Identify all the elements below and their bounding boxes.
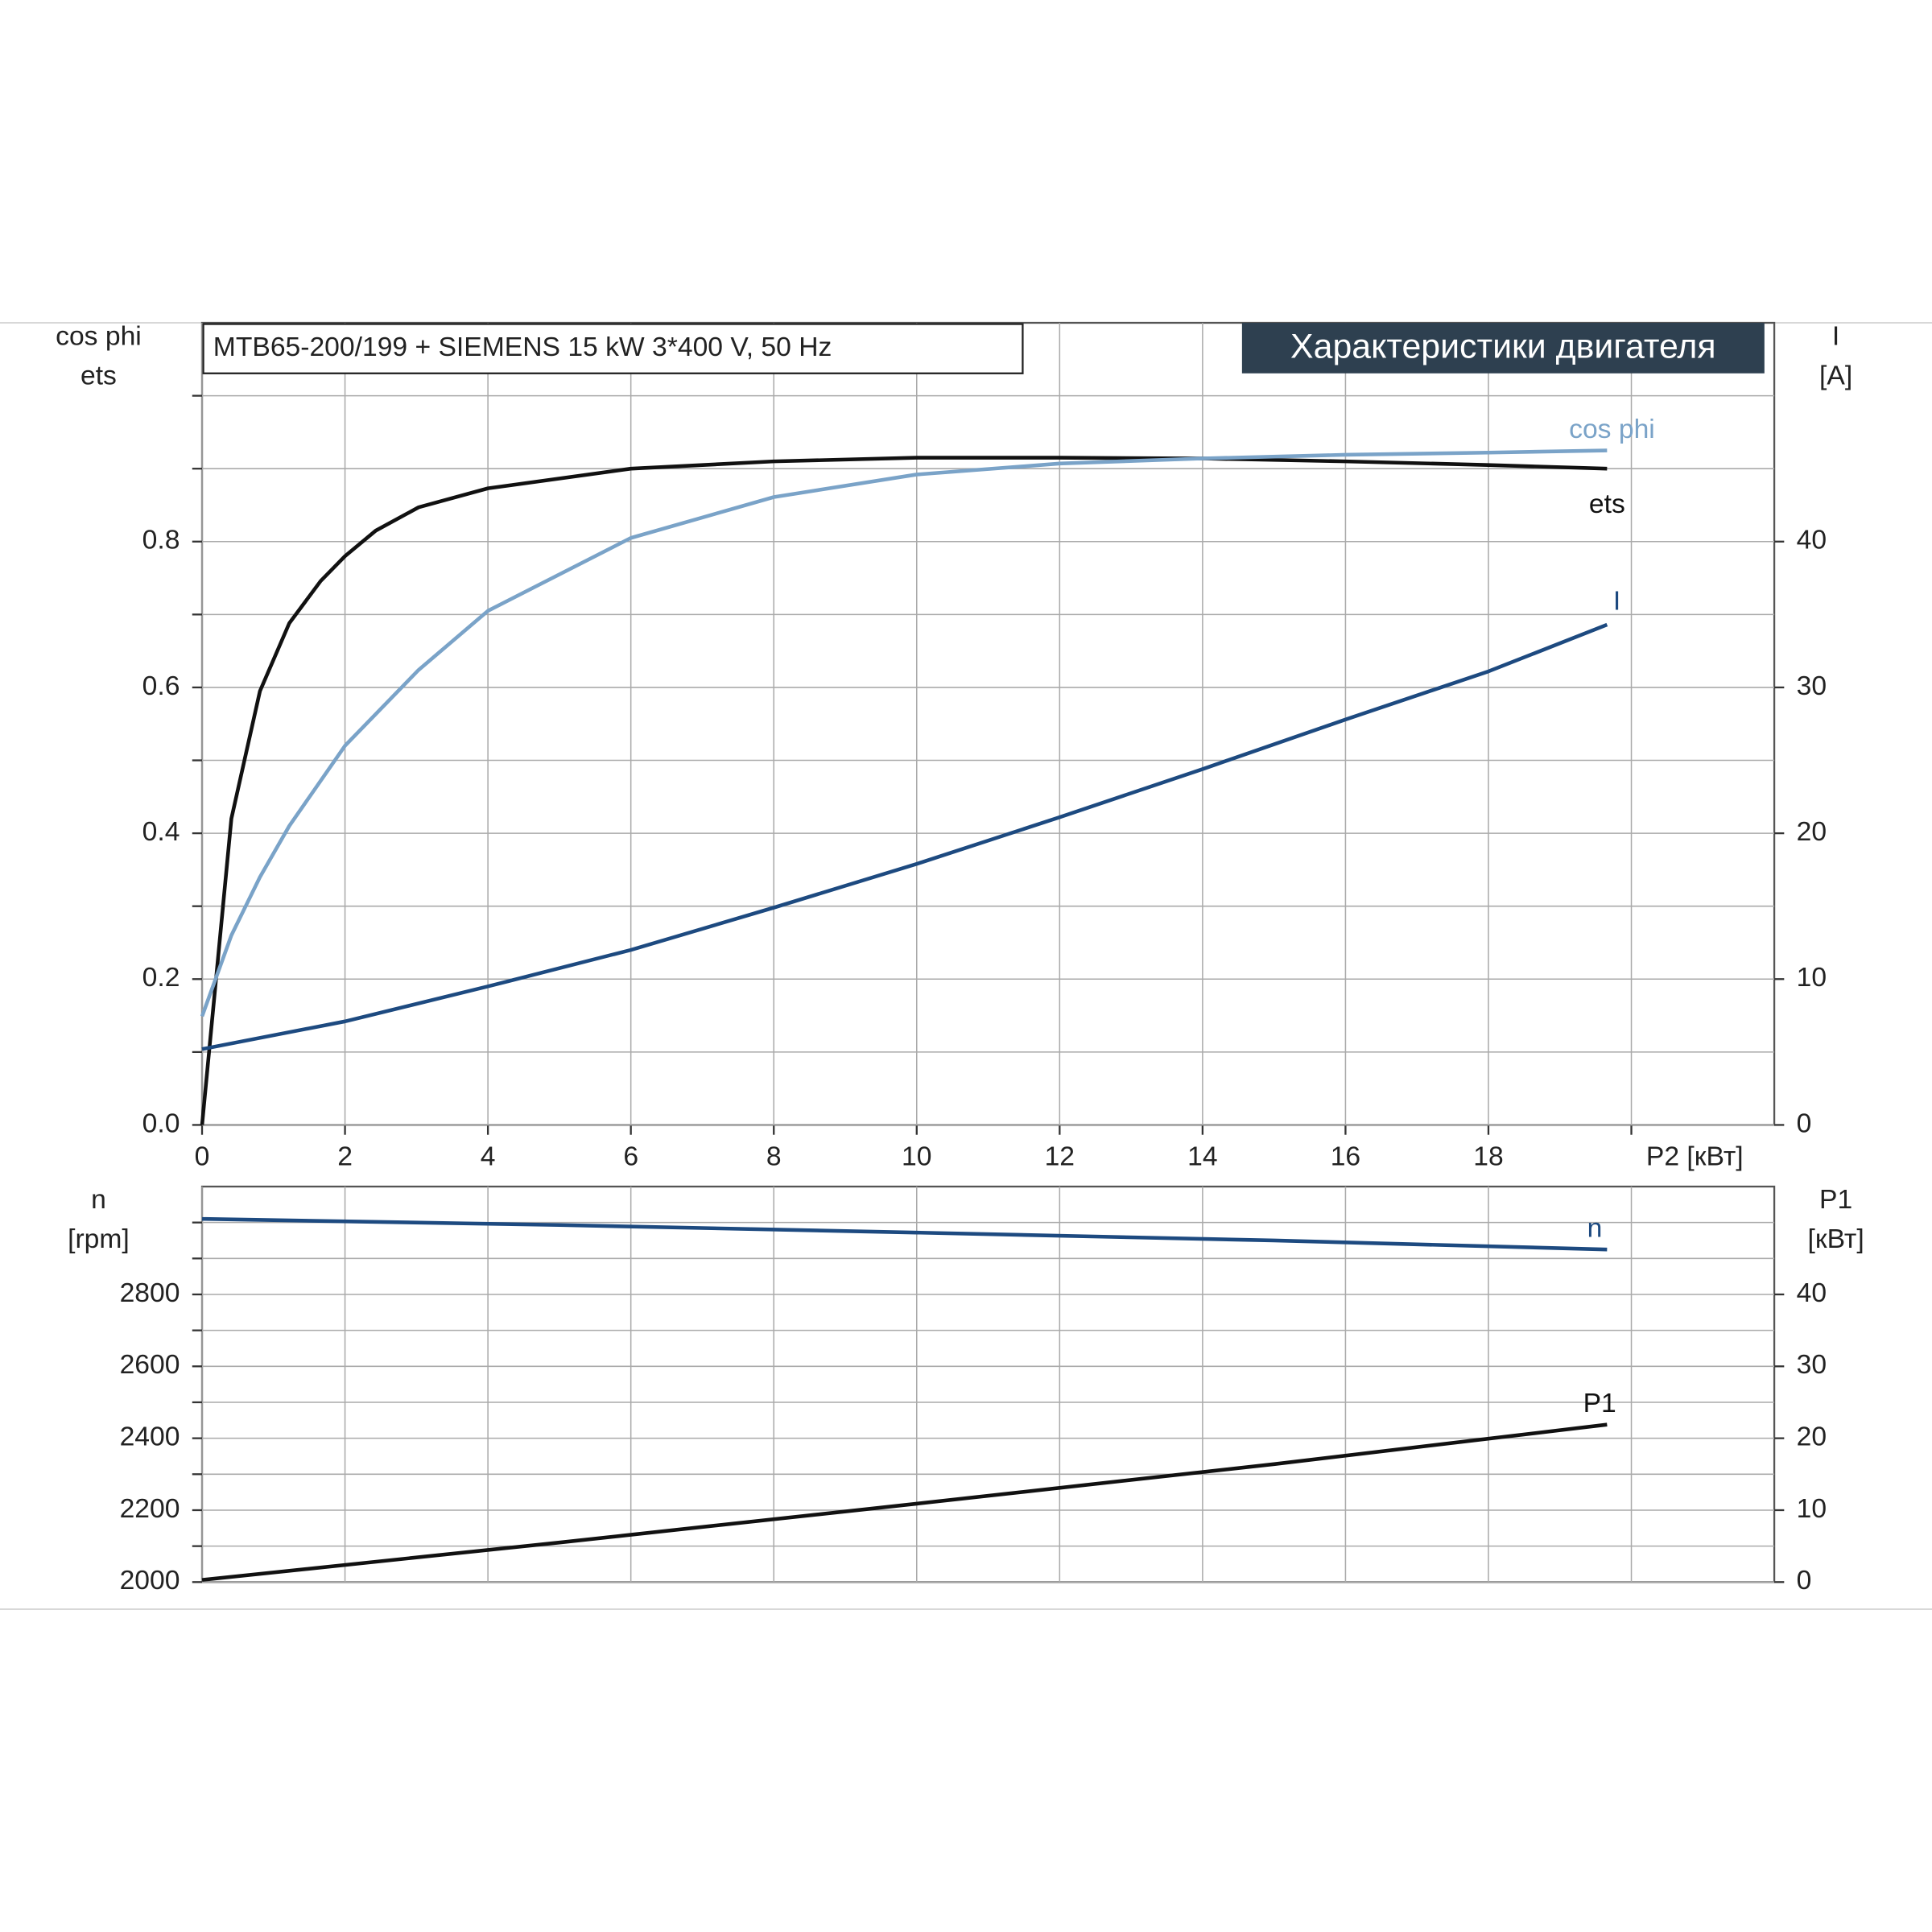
subtitle-box — [1241, 323, 1765, 374]
y-axis-label: cos phi — [56, 321, 142, 351]
y-tick-label: 0.6 — [142, 671, 180, 701]
y-tick-label: 2000 — [120, 1566, 180, 1596]
series-label: cos phi — [1569, 415, 1655, 444]
series-line — [201, 1216, 1608, 1252]
x-tick-label: 14 — [1187, 1142, 1217, 1172]
x-axis-label: P2 [кВт] — [1646, 1142, 1744, 1172]
series-label: I — [1613, 586, 1620, 616]
chart-subtitle: Характеристики двигателя — [1290, 327, 1716, 365]
x-tick-label: 2 — [337, 1142, 353, 1172]
y-axis-label: n — [91, 1185, 106, 1215]
y-axis-label: [rpm] — [68, 1224, 130, 1254]
x-tick-label: 12 — [1045, 1142, 1075, 1172]
x-tick-label: 6 — [623, 1142, 638, 1172]
y2-tick-label: 30 — [1797, 1350, 1827, 1380]
series-line — [201, 622, 1608, 1051]
y-tick-label: 0.8 — [142, 526, 180, 555]
chart-title: MTB65-200/199 + SIEMENS 15 kW 3*400 V, 5… — [213, 332, 832, 362]
y-tick-label: 0.0 — [142, 1108, 180, 1138]
x-tick-label: 16 — [1331, 1142, 1360, 1172]
y2-tick-label: 20 — [1797, 1422, 1827, 1452]
x-tick-label: 10 — [902, 1142, 931, 1172]
series-line — [201, 1422, 1608, 1582]
y2-tick-label: 40 — [1797, 1278, 1827, 1308]
y2-tick-label: 0 — [1797, 1108, 1812, 1138]
y-tick-label: 2400 — [120, 1422, 180, 1452]
series-label: ets — [1589, 489, 1625, 519]
series-line — [200, 456, 1608, 1125]
x-tick-label: 0 — [195, 1142, 210, 1172]
plot-area — [200, 321, 1776, 1126]
y-tick-label: 2600 — [120, 1350, 180, 1380]
series-label: n — [1587, 1214, 1603, 1244]
y2-tick-label: 10 — [1797, 963, 1827, 993]
y-tick-label: 0.4 — [142, 817, 180, 847]
y2-tick-label: 10 — [1797, 1494, 1827, 1524]
y-tick-label: 2200 — [120, 1494, 180, 1524]
x-tick-label: 8 — [766, 1142, 782, 1172]
x-tick-label: 4 — [481, 1142, 496, 1172]
y2-axis-label: [кВт] — [1808, 1224, 1864, 1254]
y-tick-label: 2800 — [120, 1278, 180, 1308]
y-tick-label: 0.2 — [142, 963, 180, 993]
y2-axis-label: I — [1832, 321, 1839, 351]
y-axis-label: ets — [80, 361, 117, 390]
y2-axis-label: P1 — [1819, 1185, 1852, 1215]
y2-tick-label: 40 — [1797, 526, 1827, 555]
x-tick-label: 18 — [1473, 1142, 1503, 1172]
series-label: P1 — [1583, 1389, 1616, 1418]
series-line — [200, 448, 1608, 1018]
y2-axis-label: [A] — [1819, 361, 1852, 390]
title-box — [202, 323, 1024, 374]
y2-tick-label: 0 — [1797, 1566, 1812, 1596]
y2-tick-label: 30 — [1797, 671, 1827, 701]
y2-tick-label: 20 — [1797, 817, 1827, 847]
